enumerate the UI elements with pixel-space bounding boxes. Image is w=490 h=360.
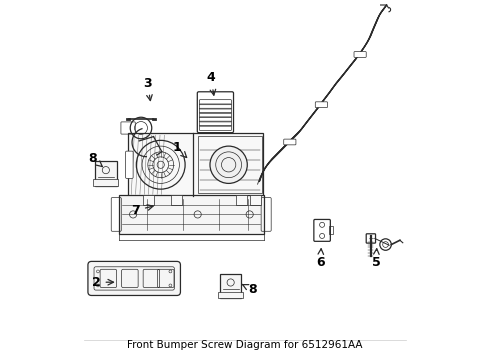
Text: Front Bumper Screw Diagram for 6512961AA: Front Bumper Screw Diagram for 6512961AA: [127, 340, 363, 350]
Text: 2: 2: [92, 276, 114, 289]
Bar: [218, 292, 243, 298]
Bar: [93, 179, 119, 186]
Text: 5: 5: [371, 249, 380, 269]
FancyBboxPatch shape: [315, 102, 327, 108]
Text: 7: 7: [131, 204, 153, 217]
Circle shape: [210, 146, 247, 183]
Text: 3: 3: [143, 77, 152, 100]
Bar: [119, 195, 264, 234]
Bar: [198, 136, 262, 193]
Bar: [329, 226, 333, 234]
Text: 6: 6: [316, 249, 324, 269]
Bar: [220, 274, 242, 298]
FancyBboxPatch shape: [125, 151, 133, 179]
Text: 1: 1: [172, 141, 187, 158]
Bar: [236, 195, 247, 205]
Text: 4: 4: [207, 71, 216, 95]
FancyBboxPatch shape: [88, 261, 180, 296]
Bar: [128, 134, 263, 196]
Bar: [172, 195, 182, 205]
Bar: [143, 195, 153, 205]
FancyBboxPatch shape: [284, 139, 296, 145]
Text: 8: 8: [88, 152, 102, 167]
Bar: [95, 161, 117, 186]
Text: 8: 8: [243, 283, 256, 296]
FancyBboxPatch shape: [354, 51, 366, 57]
Bar: [250, 195, 261, 205]
